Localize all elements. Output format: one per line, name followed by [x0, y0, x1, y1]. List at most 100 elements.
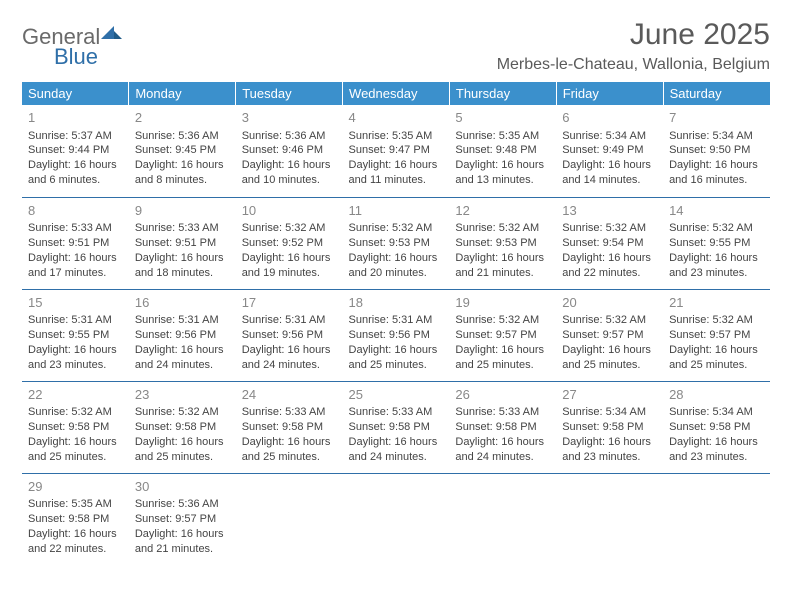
calendar-row: 8Sunrise: 5:33 AM Sunset: 9:51 PM Daylight… [22, 197, 770, 289]
sunrise-text: Sunrise: 5:34 AM [669, 129, 764, 144]
sunset-text: Sunset: 9:53 PM [349, 236, 444, 251]
sunrise-text: Sunrise: 5:32 AM [455, 313, 550, 328]
sunrise-text: Sunrise: 5:32 AM [242, 221, 337, 236]
calendar-cell: 2 Sunrise: 5:36 AMSunset: 9:45 PMDaylight… [129, 105, 236, 197]
sunrise-text: Sunrise: 5:35 AM [455, 129, 550, 144]
sunset-text: Sunset: 9:58 PM [562, 420, 657, 435]
day-number: 27 [562, 386, 657, 404]
calendar-row: 15Sunrise: 5:31 AMSunset: 9:55 PMDayligh… [22, 289, 770, 381]
daylight-text: Daylight: 16 hours and 23 minutes. [562, 435, 657, 465]
calendar-cell: 3Sunrise: 5:36 AMSunset: 9:46 PMDaylight… [236, 105, 343, 197]
calendar-cell: 22Sunrise: 5:32 AMSunset: 9:58 PMDayligh… [22, 381, 129, 473]
day-number: 7 [669, 109, 764, 127]
sunrise-text: Sunrise: 5:35 AM [28, 497, 123, 512]
calendar-cell: 9Sunrise: 5:33 AMSunset: 9:51 PMDaylight… [129, 197, 236, 289]
logo-triangle-icon [101, 24, 123, 45]
calendar-cell: 30Sunrise: 5:36 AMSunset: 9:57 PMDayligh… [129, 473, 236, 565]
sunset-text: Sunset: 9:56 PM [242, 328, 337, 343]
sunrise-text: Sunrise: 5:34 AM [562, 405, 657, 420]
calendar-row: 22Sunrise: 5:32 AMSunset: 9:58 PMDayligh… [22, 381, 770, 473]
calendar-cell [236, 473, 343, 565]
title-block: June 2025 Merbes-le-Chateau, Wallonia, B… [497, 18, 770, 74]
day-number: 13 [562, 202, 657, 220]
calendar-cell: 18Sunrise: 5:31 AMSunset: 9:56 PMDayligh… [343, 289, 450, 381]
calendar-cell: 29Sunrise: 5:35 AMSunset: 9:58 PMDayligh… [22, 473, 129, 565]
day-number: 2 [135, 109, 230, 127]
sunset-text: Sunset: 9:51 PM [135, 236, 230, 251]
daylight-text: Daylight: 16 hours and 25 minutes. [669, 343, 764, 373]
sunrise-text: Sunrise: 5:32 AM [455, 221, 550, 236]
daylight-text: Daylight: 16 hours and 19 minutes. [242, 251, 337, 281]
sunset-text: Sunset: 9:58 PM [135, 420, 230, 435]
calendar-cell: 23Sunrise: 5:32 AMSunset: 9:58 PMDayligh… [129, 381, 236, 473]
day-number: 24 [242, 386, 337, 404]
sunrise-text: Sunrise: 5:31 AM [242, 313, 337, 328]
month-title: June 2025 [497, 18, 770, 52]
sunset-text: Sunset: 9:45 PM [135, 143, 230, 158]
sunset-text: Sunset: 9:58 PM [455, 420, 550, 435]
daylight-text: Daylight: 16 hours and 24 minutes. [349, 435, 444, 465]
day-number: 19 [455, 294, 550, 312]
sunrise-text: Sunrise: 5:36 AM [135, 129, 230, 144]
daylight-text: Daylight: 16 hours and 8 minutes. [135, 158, 230, 188]
day-number: 23 [135, 386, 230, 404]
day-number: 6 [562, 109, 657, 127]
day-number: 8 [28, 202, 123, 220]
sunrise-text: Sunrise: 5:35 AM [349, 129, 444, 144]
calendar-cell: 12Sunrise: 5:32 AMSunset: 9:53 PMDayligh… [449, 197, 556, 289]
calendar-cell: 4Sunrise: 5:35 AMSunset: 9:47 PMDaylight… [343, 105, 450, 197]
day-number: 3 [242, 109, 337, 127]
calendar-cell: 5Sunrise: 5:35 AMSunset: 9:48 PMDaylight… [449, 105, 556, 197]
daylight-text: Daylight: 16 hours and 22 minutes. [562, 251, 657, 281]
sunrise-text: Sunrise: 5:32 AM [669, 313, 764, 328]
sunrise-text: Sunrise: 5:32 AM [28, 405, 123, 420]
sunrise-text: Sunrise: 5:33 AM [242, 405, 337, 420]
calendar-table: Sunday Monday Tuesday Wednesday Thursday… [22, 82, 770, 565]
sunrise-text: Sunrise: 5:36 AM [242, 129, 337, 144]
sunset-text: Sunset: 9:54 PM [562, 236, 657, 251]
sunset-text: Sunset: 9:46 PM [242, 143, 337, 158]
weekday-header: Wednesday [343, 82, 450, 105]
daylight-text: Daylight: 16 hours and 21 minutes. [135, 527, 230, 557]
sunset-text: Sunset: 9:58 PM [28, 420, 123, 435]
day-number: 10 [242, 202, 337, 220]
sunrise-text: Sunrise: 5:32 AM [562, 313, 657, 328]
day-number: 9 [135, 202, 230, 220]
sunset-text: Sunset: 9:48 PM [455, 143, 550, 158]
sunrise-text: Sunrise: 5:36 AM [135, 497, 230, 512]
calendar-cell: 28Sunrise: 5:34 AMSunset: 9:58 PMDayligh… [663, 381, 770, 473]
sunset-text: Sunset: 9:58 PM [669, 420, 764, 435]
day-number: 30 [135, 478, 230, 496]
day-number: 11 [349, 202, 444, 220]
calendar-cell: 8Sunrise: 5:33 AMSunset: 9:51 PMDaylight… [22, 197, 129, 289]
calendar-cell [449, 473, 556, 565]
daylight-text: Daylight: 16 hours and 17 minutes. [28, 251, 123, 281]
calendar-cell: 26Sunrise: 5:33 AMSunset: 9:58 PMDayligh… [449, 381, 556, 473]
day-number: 17 [242, 294, 337, 312]
location-text: Merbes-le-Chateau, Wallonia, Belgium [497, 56, 770, 74]
calendar-cell [343, 473, 450, 565]
daylight-text: Daylight: 16 hours and 25 minutes. [455, 343, 550, 373]
calendar-cell: 19Sunrise: 5:32 AMSunset: 9:57 PMDayligh… [449, 289, 556, 381]
day-number: 18 [349, 294, 444, 312]
sunset-text: Sunset: 9:49 PM [562, 143, 657, 158]
sunset-text: Sunset: 9:52 PM [242, 236, 337, 251]
calendar-cell: 13Sunrise: 5:32 AMSunset: 9:54 PMDayligh… [556, 197, 663, 289]
day-number: 29 [28, 478, 123, 496]
sunrise-text: Sunrise: 5:33 AM [28, 221, 123, 236]
sunrise-text: Sunrise: 5:33 AM [455, 405, 550, 420]
logo-text-blue: Blue [54, 44, 98, 70]
daylight-text: Daylight: 16 hours and 20 minutes. [349, 251, 444, 281]
weekday-header: Tuesday [236, 82, 343, 105]
header: GeneralBlue June 2025 Merbes-le-Chateau,… [22, 18, 770, 74]
day-number: 12 [455, 202, 550, 220]
sunrise-text: Sunrise: 5:32 AM [135, 405, 230, 420]
calendar-row: 1Sunrise: 5:37 AMSunset: 9:44 PMDaylight… [22, 105, 770, 197]
day-number: 20 [562, 294, 657, 312]
weekday-header-row: Sunday Monday Tuesday Wednesday Thursday… [22, 82, 770, 105]
daylight-text: Daylight: 16 hours and 25 minutes. [242, 435, 337, 465]
sunrise-text: Sunrise: 5:31 AM [135, 313, 230, 328]
sunset-text: Sunset: 9:56 PM [349, 328, 444, 343]
calendar-cell: 14Sunrise: 5:32 AMSunset: 9:55 PMDayligh… [663, 197, 770, 289]
calendar-row: 29Sunrise: 5:35 AMSunset: 9:58 PMDayligh… [22, 473, 770, 565]
